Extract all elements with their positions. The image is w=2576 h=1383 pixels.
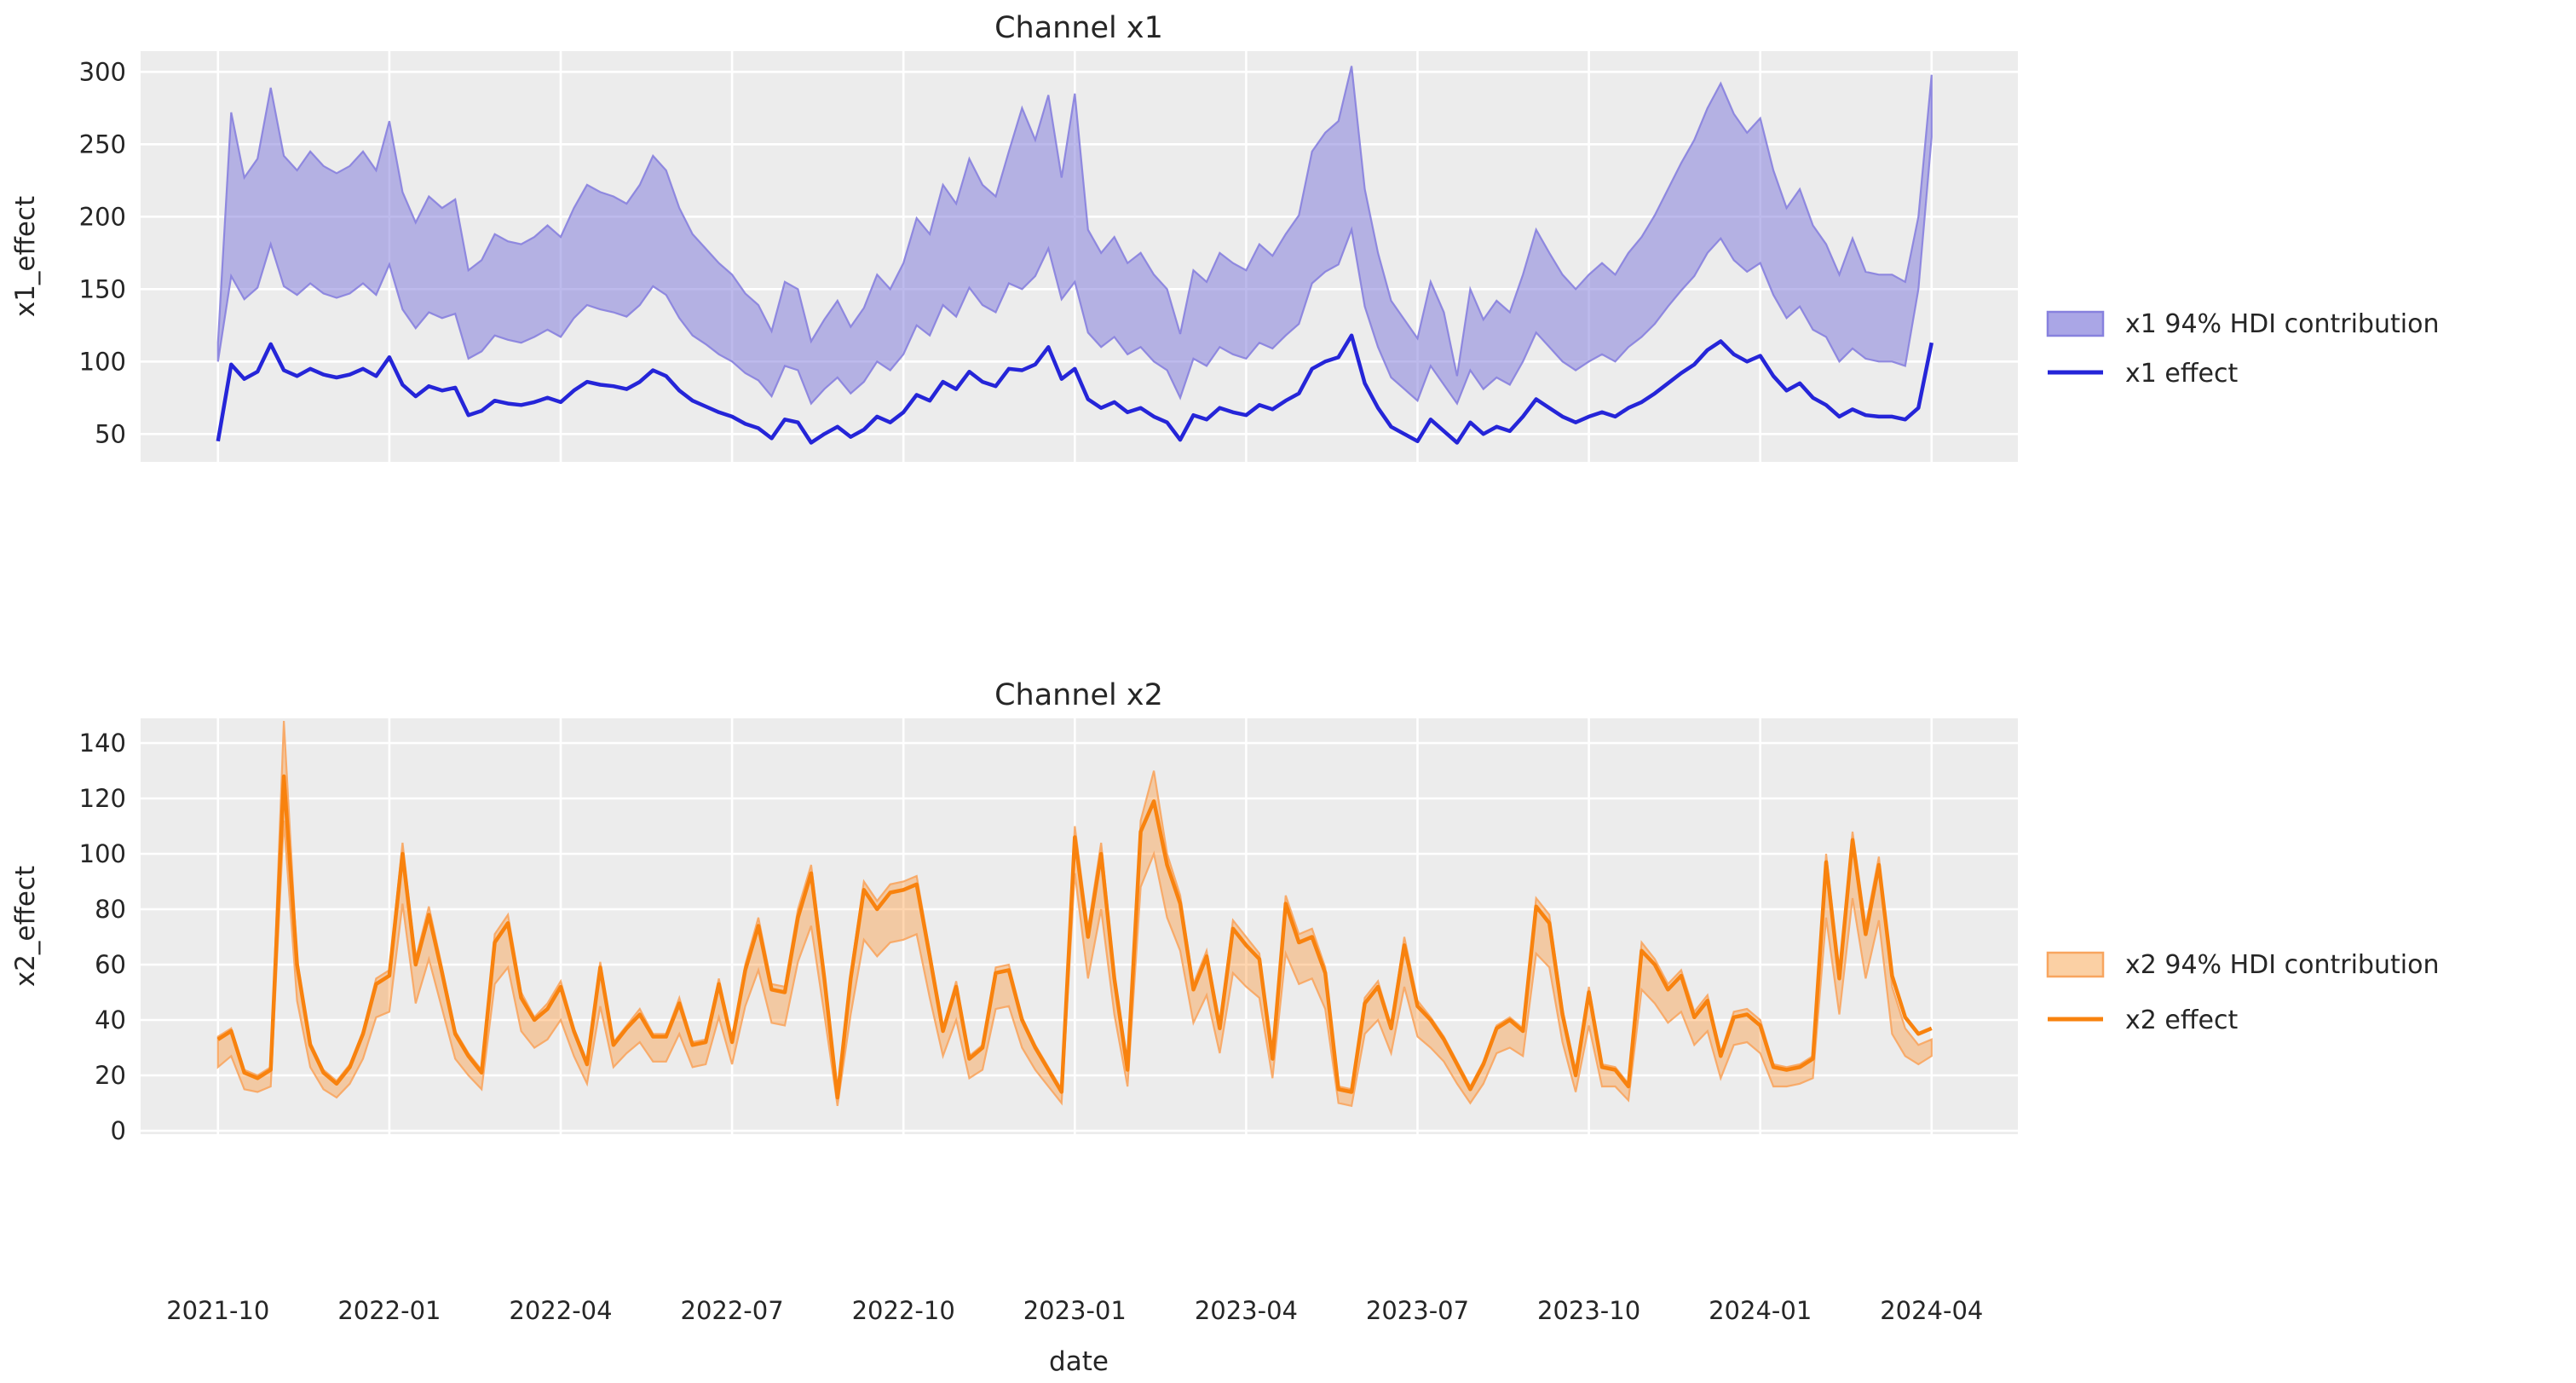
ytick-label: 80 <box>95 895 126 924</box>
gridlines-x2 <box>141 718 2018 1134</box>
x1-hdi-legend-swatch <box>2046 310 2105 337</box>
ytick-label: 50 <box>95 419 126 448</box>
axes-channel-x2: 0 20 40 60 80 100 120 140 2021-10 2022-01 2022-04… <box>10 678 2018 1377</box>
ytick-label: 40 <box>95 1006 126 1034</box>
x2-effect-legend-label: x2 effect <box>2125 1006 2238 1035</box>
ylabel-x1: x1_effect <box>10 196 41 317</box>
xtick-label: 2023-10 <box>1537 1296 1640 1325</box>
axes-background-x2 <box>141 718 2018 1134</box>
ytick-label: 60 <box>95 950 126 979</box>
ytick-label: 300 <box>79 57 126 86</box>
ytick-label: 100 <box>79 347 126 376</box>
x2-hdi-band <box>216 720 1933 1108</box>
x1-effect-line <box>216 333 1934 445</box>
xtick-label: 2023-04 <box>1195 1296 1298 1325</box>
x2-hdi-legend-label: x2 94% HDI contribution <box>2125 950 2439 980</box>
xtick-label: 2023-07 <box>1366 1296 1469 1325</box>
legend-x2: x2 94% HDI contribution x2 effect <box>2046 950 2439 1035</box>
xtick-label: 2023-01 <box>1023 1296 1127 1325</box>
axes-channel-x1: 50 100 150 200 250 300 Channel x1 x1_effect <box>10 11 2018 462</box>
x1-effect-legend-label: x1 effect <box>2125 359 2238 389</box>
ytick-label: 150 <box>79 274 126 303</box>
xtick-label: 2022-10 <box>852 1296 955 1325</box>
x2-hdi-legend-swatch <box>2046 951 2105 978</box>
ytick-labels-x2: 0 20 40 60 80 100 120 140 <box>79 729 126 1145</box>
ytick-label: 120 <box>79 784 126 813</box>
xtick-label: 2022-01 <box>337 1296 441 1325</box>
ytick-label: 0 <box>111 1116 126 1145</box>
x1-hdi-legend-label: x1 94% HDI contribution <box>2125 309 2439 339</box>
ytick-label: 140 <box>79 729 126 758</box>
ytick-label: 100 <box>79 839 126 868</box>
xtick-label: 2021-10 <box>166 1296 269 1325</box>
x1-hdi-band <box>216 66 1933 406</box>
title-x2: Channel x2 <box>994 678 1163 712</box>
ytick-labels-x1: 50 100 150 200 250 300 <box>79 57 126 448</box>
ylabel-x2: x2_effect <box>10 866 41 987</box>
xtick-label: 2022-04 <box>509 1296 612 1325</box>
legend-x1: x1 94% HDI contribution x1 effect <box>2046 309 2439 389</box>
x2-effect-line <box>216 774 1933 1100</box>
xtick-label: 2024-04 <box>1880 1296 1983 1325</box>
title-x1: Channel x1 <box>994 11 1163 45</box>
xtick-label: 2024-01 <box>1709 1296 1812 1325</box>
xtick-label: 2022-07 <box>681 1296 784 1325</box>
ytick-label: 250 <box>79 130 126 158</box>
xtick-labels: 2021-10 2022-01 2022-04 2022-07 2022-10 2023-… <box>166 1296 1983 1325</box>
ytick-label: 200 <box>79 202 126 231</box>
ytick-label: 20 <box>95 1061 126 1090</box>
xlabel-date: date <box>1049 1346 1109 1377</box>
